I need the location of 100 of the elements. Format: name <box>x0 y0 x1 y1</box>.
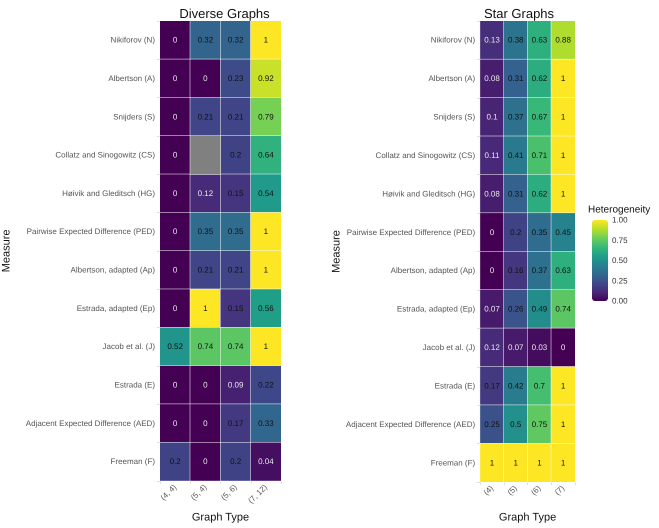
data-label: 0.2 <box>230 150 242 160</box>
y-tick-label: Nikiforov (N) <box>110 36 156 45</box>
data-label: 0.75 <box>532 420 548 429</box>
data-label: 0.2 <box>510 228 522 237</box>
data-label: 0.17 <box>228 418 244 428</box>
data-label: 0.74 <box>228 342 244 352</box>
x-tick-label: (4) <box>482 484 496 498</box>
y-tick-label: Freeman (F) <box>110 457 156 466</box>
data-label: 0.2 <box>170 457 182 466</box>
x-tick-label: (7, 12) <box>246 482 270 506</box>
data-label: 0.22 <box>258 380 274 390</box>
data-label: 0.21 <box>228 112 244 122</box>
data-label: 0.15 <box>228 188 244 198</box>
data-label: 0.2 <box>230 457 242 466</box>
data-label: 0.92 <box>258 74 274 83</box>
y-tick-label: Estrada (E) <box>434 381 476 390</box>
data-label: 0.62 <box>532 189 548 198</box>
data-label: 0.04 <box>258 457 274 466</box>
data-label: 1 <box>203 304 208 313</box>
data-label: 0.49 <box>532 304 548 314</box>
data-label: 0.74 <box>198 342 214 352</box>
data-label: 0.03 <box>532 343 548 352</box>
y-axis-title: Measure <box>0 230 12 272</box>
data-label: 1 <box>560 150 566 160</box>
x-tick-label: (5, 4) <box>189 482 209 502</box>
data-label: 0.71 <box>532 150 548 160</box>
y-tick-label: Collatz and Sinogowitz (CS) <box>55 150 156 160</box>
data-label: 0.25 <box>484 420 500 429</box>
y-axis-title: Measure <box>330 230 342 273</box>
y-tick-label: Albertson, adapted (Ap) <box>390 266 476 276</box>
data-label: 0.64 <box>258 150 274 160</box>
data-label: 0.7 <box>534 381 546 390</box>
data-label: 0.21 <box>198 266 214 275</box>
x-tick-label: (5, 6) <box>219 482 240 502</box>
data-label: 0.23 <box>228 74 244 83</box>
data-label: 0.31 <box>508 189 524 198</box>
data-label: 1 <box>560 112 566 122</box>
data-label: 0.26 <box>508 304 524 314</box>
data-label: 0 <box>172 150 178 160</box>
data-label: 0 <box>172 266 178 275</box>
y-tick-label: Høivik and Gleditsch (HG) <box>62 188 156 198</box>
x-axis-title: Graph Type <box>498 512 556 524</box>
chart-title: Diverse Graphs <box>179 6 270 21</box>
x-tick-label: (5) <box>506 484 520 498</box>
data-label: 0 <box>490 266 495 276</box>
data-label: 1 <box>264 342 269 352</box>
data-label: 1 <box>560 458 566 468</box>
y-tick-label: Pairwise Expected Difference (PED) <box>346 228 476 237</box>
data-label: 0.09 <box>228 380 244 390</box>
data-label: 1 <box>560 381 566 390</box>
data-label: 0.52 <box>167 342 184 352</box>
y-tick-label: Høivik and Gleditsch (HG) <box>382 189 476 198</box>
data-label: 0.37 <box>508 112 524 122</box>
data-label: 0.5 <box>510 420 522 429</box>
data-label: 0.74 <box>555 304 572 314</box>
data-label: 0.21 <box>198 112 214 122</box>
y-tick-label: Freeman (F) <box>430 458 476 468</box>
data-label: 0 <box>203 418 208 428</box>
data-label: 0.32 <box>228 36 244 45</box>
data-label: 1 <box>560 189 566 198</box>
data-label: 0.67 <box>532 112 548 122</box>
y-tick-label: Albertson (A) <box>108 74 156 83</box>
data-label: 0.54 <box>258 188 274 198</box>
data-label: 0.41 <box>508 150 524 160</box>
x-axis-title: Graph Type <box>192 512 250 524</box>
data-label: 0.21 <box>228 266 244 275</box>
data-label: 0.35 <box>228 227 244 236</box>
data-label: 0.13 <box>484 36 500 45</box>
data-label: 1 <box>264 36 269 45</box>
y-tick-label: Nikiforov (N) <box>430 36 476 45</box>
data-label: 1 <box>513 458 518 468</box>
data-label: 0.07 <box>508 343 524 352</box>
color-bar-label: 0.75 <box>612 236 628 245</box>
data-label: 0 <box>490 228 495 237</box>
x-tick-label: (4, 4) <box>158 482 179 502</box>
data-label: 0.62 <box>532 74 548 84</box>
data-label: 0.42 <box>508 381 524 390</box>
data-label: 0.12 <box>198 188 214 198</box>
color-bar-label: 0.50 <box>612 256 628 265</box>
data-label: 0 <box>172 227 178 236</box>
y-tick-label: Albertson (A) <box>428 74 476 84</box>
data-label: 1 <box>560 74 566 84</box>
data-label: 0.1 <box>486 112 498 122</box>
y-tick-label: Estrada, adapted (Ep) <box>76 304 156 313</box>
data-label: 0.17 <box>484 381 500 390</box>
y-tick-label: Pairwise Expected Difference (PED) <box>26 227 156 236</box>
x-tick-label: (7) <box>553 484 567 498</box>
data-label: 0.56 <box>258 304 274 313</box>
data-label: 0.33 <box>258 418 274 428</box>
y-tick-label: Albertson, adapted (Ap) <box>70 266 156 275</box>
data-label: 0 <box>172 380 178 390</box>
data-label: 1 <box>264 227 269 236</box>
data-label: 1 <box>537 458 542 468</box>
data-label: 0 <box>560 343 566 352</box>
data-label: 0.38 <box>508 36 524 45</box>
y-tick-label: Estrada, adapted (Ep) <box>396 304 476 314</box>
data-label: 0 <box>172 74 178 83</box>
data-label: 0.08 <box>484 189 500 198</box>
data-label: 0.12 <box>484 343 500 352</box>
color-bar-label: 1.00 <box>612 216 628 224</box>
